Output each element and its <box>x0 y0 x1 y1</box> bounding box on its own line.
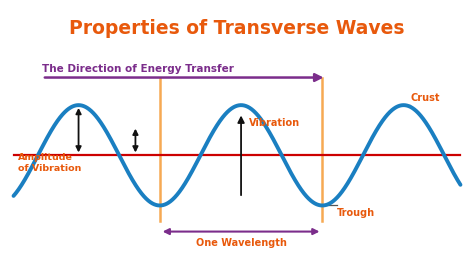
Text: Amplitude
of Vibration: Amplitude of Vibration <box>18 153 81 173</box>
Text: Vibration: Vibration <box>249 118 301 128</box>
Text: Crust: Crust <box>410 93 439 103</box>
Text: Properties of Transverse Waves: Properties of Transverse Waves <box>69 19 405 38</box>
Text: The Direction of Energy Transfer: The Direction of Energy Transfer <box>42 64 234 73</box>
Text: Trough: Trough <box>337 208 375 218</box>
Text: One Wavelength: One Wavelength <box>196 238 286 248</box>
